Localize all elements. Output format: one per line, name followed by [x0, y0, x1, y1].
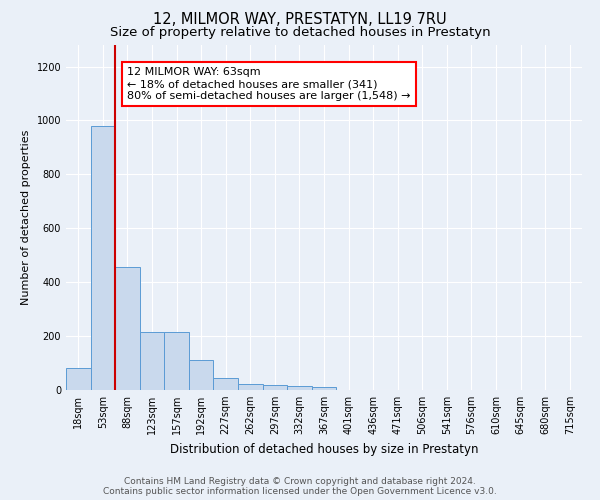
- X-axis label: Distribution of detached houses by size in Prestatyn: Distribution of detached houses by size …: [170, 442, 478, 456]
- Text: Size of property relative to detached houses in Prestatyn: Size of property relative to detached ho…: [110, 26, 490, 39]
- Bar: [189, 360, 214, 390]
- Text: Contains HM Land Registry data © Crown copyright and database right 2024.
Contai: Contains HM Land Registry data © Crown c…: [103, 476, 497, 496]
- Bar: [312, 387, 336, 390]
- Bar: [287, 386, 312, 390]
- Text: 12, MILMOR WAY, PRESTATYN, LL19 7RU: 12, MILMOR WAY, PRESTATYN, LL19 7RU: [153, 12, 447, 28]
- Bar: [214, 378, 238, 390]
- Bar: [91, 126, 115, 390]
- Text: 12 MILMOR WAY: 63sqm
← 18% of detached houses are smaller (341)
80% of semi-deta: 12 MILMOR WAY: 63sqm ← 18% of detached h…: [127, 68, 411, 100]
- Bar: [238, 384, 263, 390]
- Y-axis label: Number of detached properties: Number of detached properties: [21, 130, 31, 305]
- Bar: [115, 268, 140, 390]
- Bar: [164, 332, 189, 390]
- Bar: [263, 384, 287, 390]
- Bar: [140, 332, 164, 390]
- Bar: [66, 368, 91, 390]
